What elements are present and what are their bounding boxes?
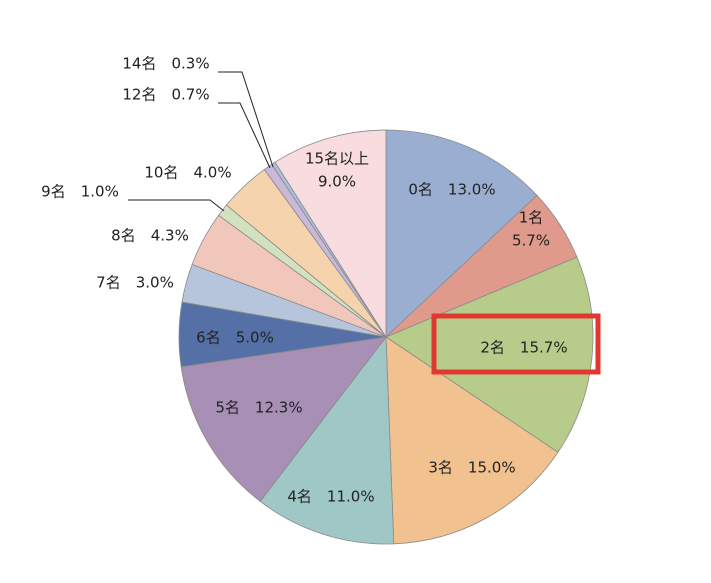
slice-label-2-name: 1名 [519,209,544,227]
slice-label-10: 9名 1.0% [41,183,119,201]
slice-label-13: 14名 0.3% [122,55,209,73]
pie-slice-14 [274,129,387,339]
slice-label-6: 5名 12.3% [215,399,302,417]
slice-label-4: 3名 15.0% [428,459,515,477]
leader-line-10 [128,199,225,212]
highlight-box [431,313,601,375]
pie-slice-3 [385,256,594,453]
pie-slice-5 [259,335,395,545]
slice-label-1: 0名 13.0% [408,181,495,199]
slice-label-14-name: 15名以上 [305,150,369,168]
leader-line-13 [218,71,274,168]
pie-slice-6 [180,336,387,502]
slice-label-14-value: 9.0% [318,173,356,191]
leader-line-12 [218,102,271,169]
slice-label-9: 8名 4.3% [111,227,189,245]
slice-label-8: 7名 3.0% [96,274,174,292]
slice-label-5: 4名 11.0% [287,488,374,506]
slice-label-3: 2名 15.7% [480,339,567,357]
pie-slice-1 [385,129,538,338]
slice-label-2-value: 5.7% [512,232,550,250]
slice-label-7: 6名 5.0% [196,329,274,347]
pie-slice-4 [385,336,559,545]
slice-label-12: 12名 0.7% [122,86,209,104]
slice-label-11: 10名 4.0% [144,164,231,182]
